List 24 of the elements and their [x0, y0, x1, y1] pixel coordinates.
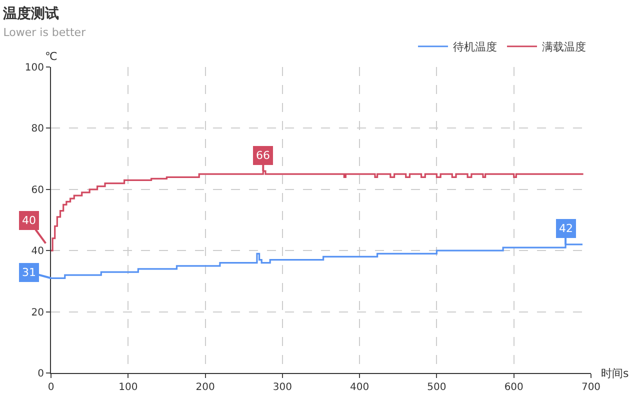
y-tick-label: 0	[38, 368, 44, 380]
annotation: 40	[22, 214, 36, 227]
y-tick-label: 40	[31, 246, 44, 258]
x-axis-title: 时间s	[601, 367, 629, 380]
legend-label: 待机温度	[453, 40, 497, 54]
x-tick-label: 100	[118, 382, 138, 393]
annotation: 66	[256, 149, 270, 162]
x-tick-label: 700	[581, 382, 601, 393]
y-tick-label: 80	[31, 124, 44, 135]
annotation: 42	[559, 222, 573, 235]
x-tick-label: 0	[48, 382, 54, 393]
legend-label: 满载温度	[542, 40, 586, 54]
y-tick-label: 20	[31, 307, 44, 318]
x-tick-label: 300	[272, 382, 292, 393]
y-tick-label: 60	[31, 184, 44, 196]
annotation: 31	[22, 266, 36, 279]
chart-title: 温度测试	[2, 4, 60, 22]
x-tick-label: 200	[196, 382, 215, 393]
y-tick-label: 100	[24, 62, 44, 74]
x-tick-label: 600	[504, 382, 524, 393]
x-tick-label: 500	[427, 382, 446, 393]
chart-subtitle: Lower is better	[3, 26, 86, 40]
y-axis-title: ℃	[45, 50, 58, 63]
x-tick-label: 400	[350, 382, 370, 393]
